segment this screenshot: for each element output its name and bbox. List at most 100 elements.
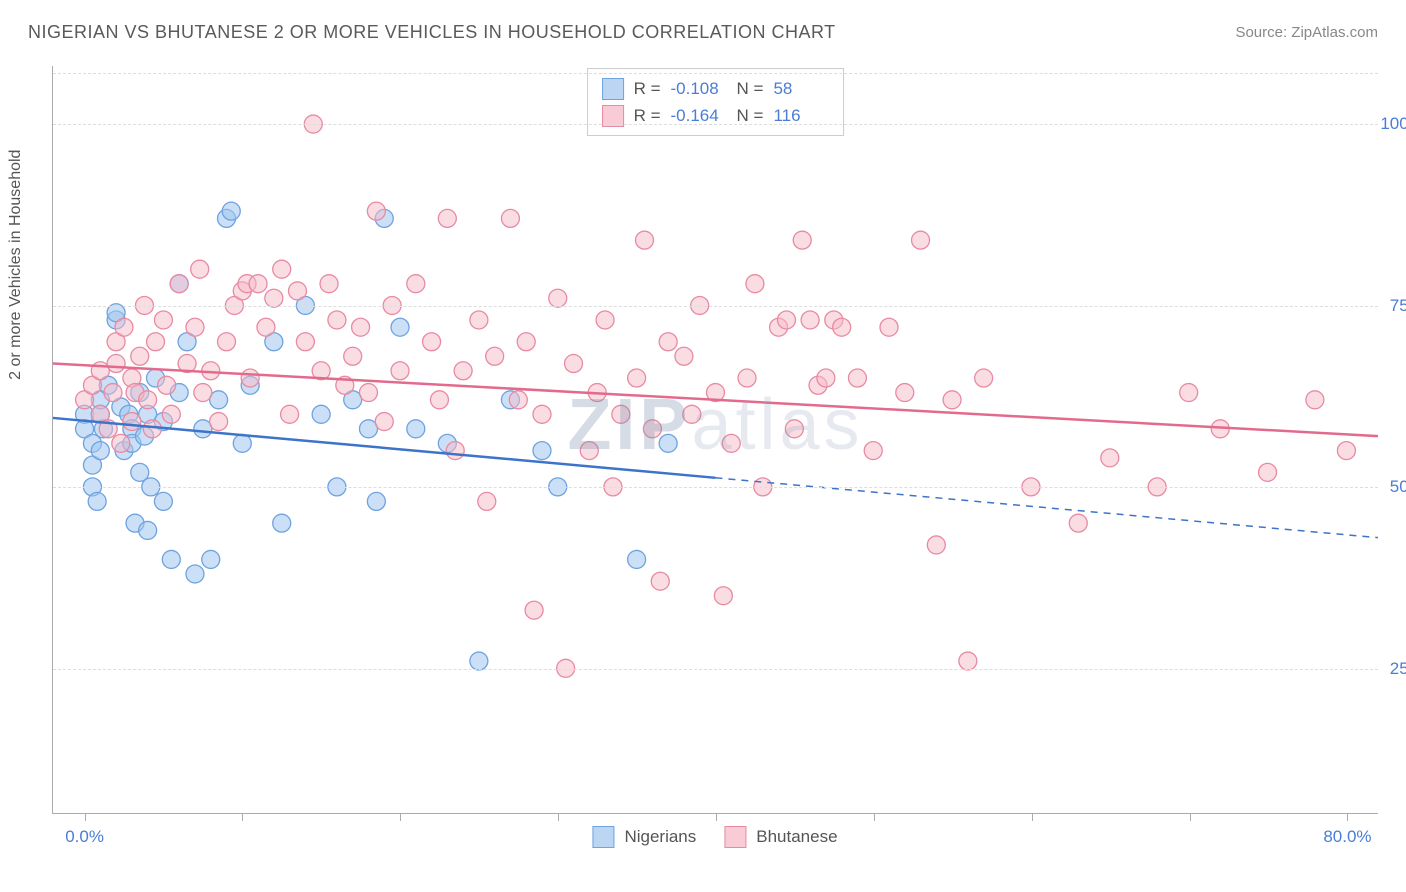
scatter-point <box>222 202 240 220</box>
scatter-point <box>273 514 291 532</box>
r-value: -0.108 <box>671 75 727 102</box>
y-axis-title: 2 or more Vehicles in Household <box>7 150 25 380</box>
plot-svg <box>53 66 1378 813</box>
legend-stats-row: R = -0.164 N = 116 <box>602 102 830 129</box>
y-tick-label: 50.0% <box>1390 477 1406 497</box>
scatter-point <box>454 362 472 380</box>
scatter-point <box>210 413 228 431</box>
scatter-point <box>170 275 188 293</box>
r-value: -0.164 <box>671 102 727 129</box>
scatter-point <box>391 318 409 336</box>
chart-title: NIGERIAN VS BHUTANESE 2 OR MORE VEHICLES… <box>28 22 836 43</box>
scatter-point <box>525 601 543 619</box>
scatter-point <box>549 289 567 307</box>
y-tick-label: 75.0% <box>1390 296 1406 316</box>
scatter-point <box>817 369 835 387</box>
scatter-point <box>391 362 409 380</box>
n-label: N = <box>737 75 764 102</box>
scatter-point <box>158 376 176 394</box>
y-tick-label: 100.0% <box>1380 114 1406 134</box>
scatter-point <box>943 391 961 409</box>
gridline <box>53 487 1378 488</box>
scatter-point <box>864 442 882 460</box>
gridline <box>53 306 1378 307</box>
scatter-point <box>202 550 220 568</box>
scatter-point <box>833 318 851 336</box>
scatter-point <box>470 311 488 329</box>
scatter-point <box>683 405 701 423</box>
legend-series-item: Nigerians <box>592 826 696 848</box>
scatter-point <box>407 420 425 438</box>
scatter-point <box>438 209 456 227</box>
scatter-point <box>659 333 677 351</box>
scatter-point <box>191 260 209 278</box>
scatter-point <box>407 275 425 293</box>
scatter-point <box>896 384 914 402</box>
r-label: R = <box>634 102 661 129</box>
gridline <box>53 124 1378 125</box>
scatter-point <box>628 550 646 568</box>
scatter-point <box>1337 442 1355 460</box>
scatter-point <box>312 405 330 423</box>
scatter-point <box>344 347 362 365</box>
scatter-point <box>112 434 130 452</box>
scatter-point <box>296 333 314 351</box>
scatter-point <box>257 318 275 336</box>
legend-stats-row: R = -0.108 N = 58 <box>602 75 830 102</box>
chart-container: NIGERIAN VS BHUTANESE 2 OR MORE VEHICLES… <box>0 0 1406 892</box>
scatter-point <box>777 311 795 329</box>
x-tick <box>242 813 243 821</box>
y-tick-label: 25.0% <box>1390 659 1406 679</box>
scatter-point <box>352 318 370 336</box>
legend-swatch <box>602 78 624 100</box>
legend-series: NigeriansBhutanese <box>592 826 837 848</box>
scatter-point <box>320 275 338 293</box>
source-label: Source: ZipAtlas.com <box>1235 24 1378 41</box>
scatter-point <box>848 369 866 387</box>
scatter-point <box>249 275 267 293</box>
x-tick <box>874 813 875 821</box>
scatter-point <box>533 442 551 460</box>
scatter-point <box>446 442 464 460</box>
scatter-point <box>1101 449 1119 467</box>
scatter-point <box>1180 384 1198 402</box>
scatter-point <box>1306 391 1324 409</box>
scatter-point <box>147 333 165 351</box>
scatter-point <box>154 492 172 510</box>
scatter-point <box>88 492 106 510</box>
legend-stats: R = -0.108 N = 58 R = -0.164 N = 116 <box>587 68 845 136</box>
scatter-point <box>131 347 149 365</box>
header: NIGERIAN VS BHUTANESE 2 OR MORE VEHICLES… <box>0 0 1406 55</box>
scatter-point <box>643 420 661 438</box>
scatter-point <box>367 202 385 220</box>
scatter-point <box>273 260 291 278</box>
legend-series-label: Nigerians <box>624 827 696 847</box>
scatter-point <box>636 231 654 249</box>
plot-area: 2 or more Vehicles in Household ZIPatlas… <box>52 66 1378 814</box>
scatter-point <box>423 333 441 351</box>
scatter-point <box>628 369 646 387</box>
x-tick <box>1032 813 1033 821</box>
r-label: R = <box>634 75 661 102</box>
scatter-point <box>115 318 133 336</box>
scatter-point <box>975 369 993 387</box>
scatter-point <box>912 231 930 249</box>
scatter-point <box>241 369 259 387</box>
scatter-point <box>375 413 393 431</box>
scatter-point <box>596 311 614 329</box>
scatter-point <box>359 384 377 402</box>
scatter-point <box>218 333 236 351</box>
scatter-point <box>194 384 212 402</box>
scatter-point <box>367 492 385 510</box>
scatter-point <box>139 391 157 409</box>
scatter-point <box>154 311 172 329</box>
gridline <box>53 73 1378 74</box>
scatter-point <box>746 275 764 293</box>
scatter-point <box>162 405 180 423</box>
scatter-point <box>328 311 346 329</box>
x-tick <box>716 813 717 821</box>
scatter-point <box>186 318 204 336</box>
scatter-point <box>107 355 125 373</box>
x-tick <box>558 813 559 821</box>
scatter-point <box>880 318 898 336</box>
